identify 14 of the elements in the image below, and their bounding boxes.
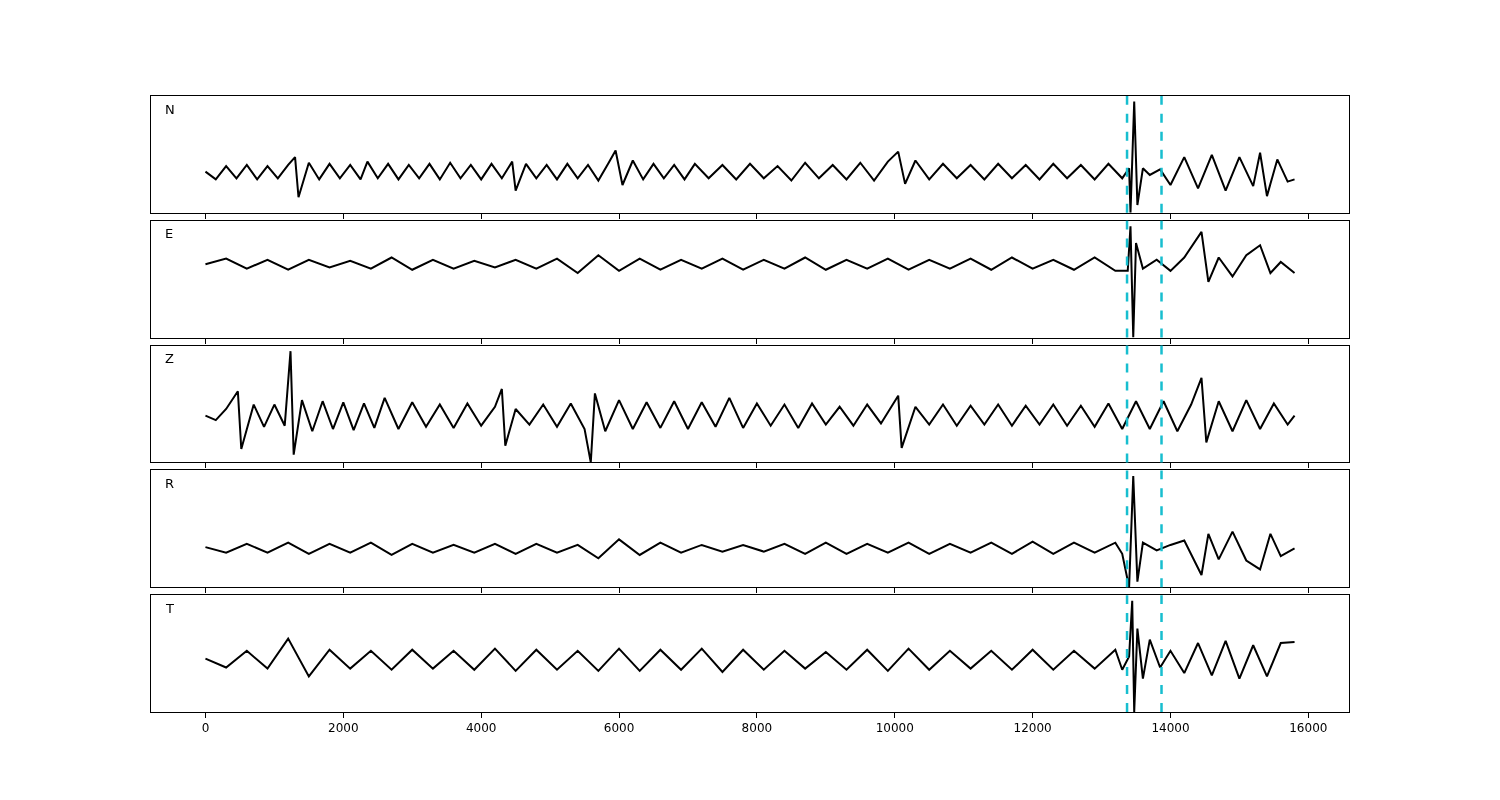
chart-title: E — [165, 226, 174, 241]
x-tick-label: 2000 — [328, 721, 359, 736]
chart-title: T — [165, 601, 174, 616]
x-tick-label: 0 — [201, 721, 210, 736]
x-tick-label: 12000 — [1013, 721, 1052, 736]
chart-title: Z — [165, 351, 174, 366]
x-tick-label: 14000 — [1151, 721, 1190, 736]
x-tick-label: 4000 — [465, 721, 497, 736]
x-tick-label: 8000 — [741, 721, 773, 736]
x-tick-label: 10000 — [875, 721, 914, 736]
chart-title: R — [165, 476, 175, 491]
chart-title: N — [165, 102, 175, 117]
x-tick-label: 16000 — [1289, 721, 1328, 736]
x-tick-label: 6000 — [603, 721, 635, 736]
